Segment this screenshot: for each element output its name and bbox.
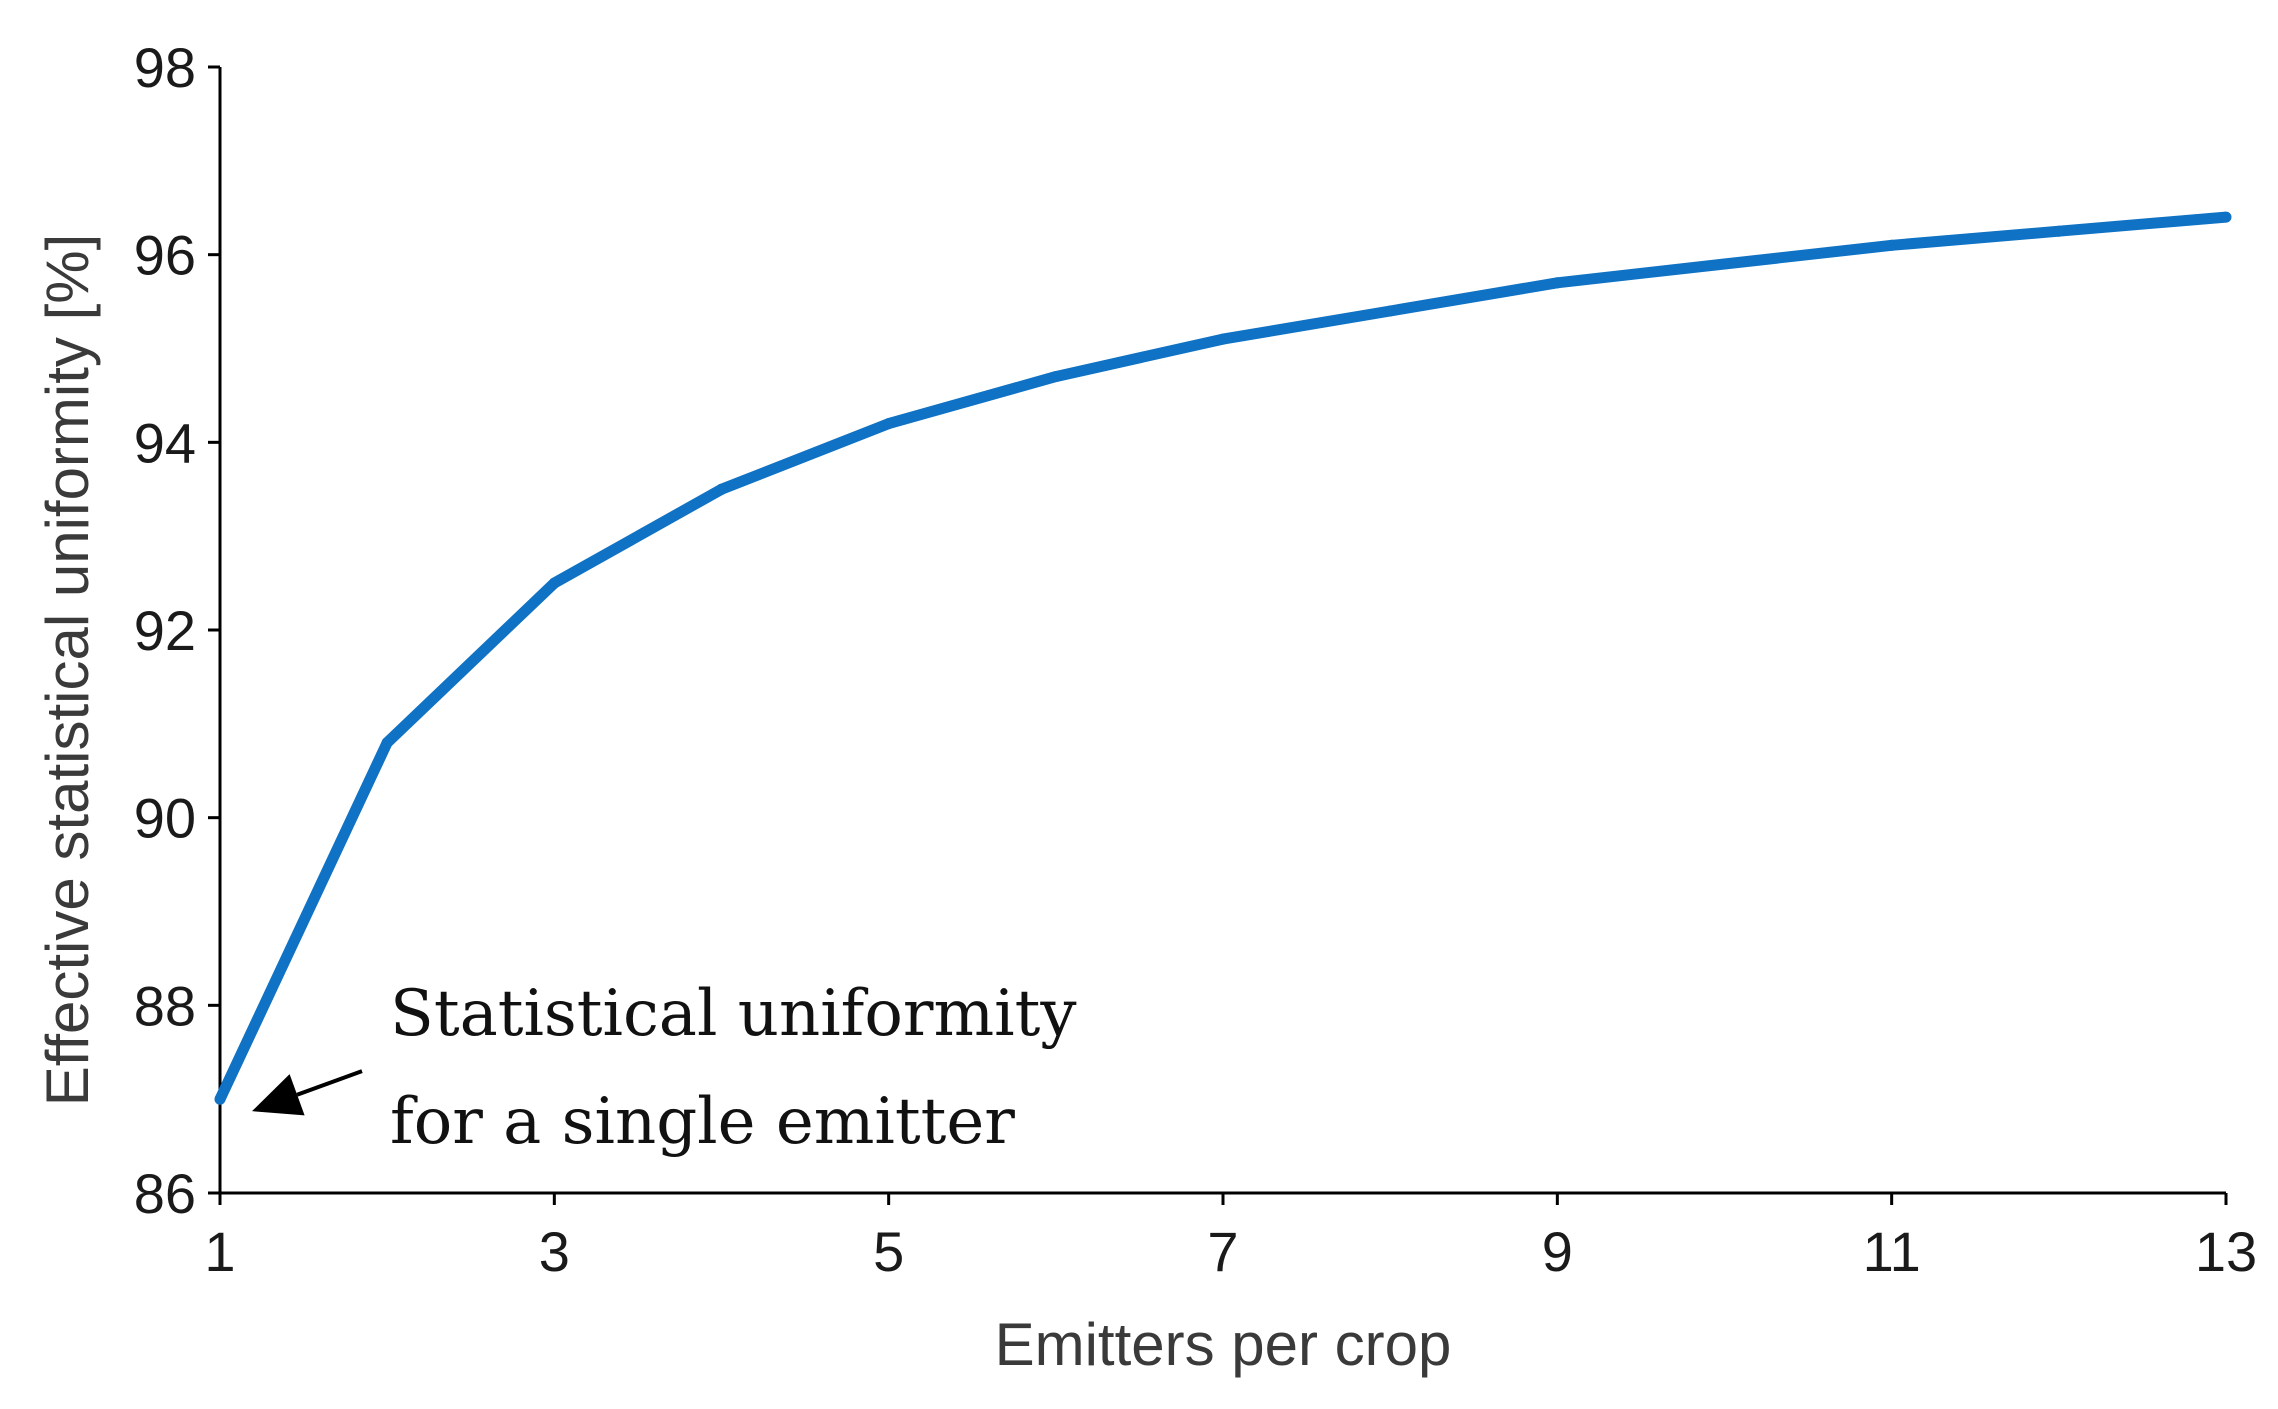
data-point — [2220, 211, 2232, 223]
x-tick-label: 13 — [2195, 1220, 2257, 1283]
annotation-text-line-1: Statistical uniformity — [390, 977, 1077, 1051]
x-tick-label: 5 — [873, 1220, 904, 1283]
y-tick-label: 88 — [134, 974, 196, 1037]
x-tick-label: 9 — [1542, 1220, 1573, 1283]
data-point — [1217, 333, 1229, 345]
x-axis-title: Emitters per crop — [995, 1311, 1452, 1378]
data-point — [548, 577, 560, 589]
series-line — [215, 211, 2227, 1102]
data-point — [1886, 239, 1898, 251]
x-tick-label: 11 — [1863, 1220, 1921, 1283]
data-point — [381, 737, 393, 749]
data-point — [1050, 371, 1062, 383]
annotation-text-line-2: for a single emitter — [390, 1085, 1015, 1159]
data-point — [2053, 225, 2065, 237]
y-tick-label: 96 — [134, 224, 196, 287]
y-tick-label: 86 — [134, 1162, 196, 1225]
x-tick-label: 1 — [204, 1220, 235, 1283]
annotation-arrowhead — [252, 1074, 305, 1116]
data-point — [1384, 305, 1396, 317]
y-tick-label: 94 — [134, 411, 196, 474]
x-tick-label: 3 — [539, 1220, 570, 1283]
data-point — [1551, 277, 1563, 289]
data-point — [883, 418, 895, 430]
y-axis-ticks: 86 88 90 92 94 96 98 — [134, 36, 220, 1225]
annotation: Statistical uniformity for a single emit… — [252, 977, 1077, 1159]
y-tick-label: 98 — [134, 36, 196, 99]
x-tick-label: 7 — [1207, 1220, 1238, 1283]
data-point — [716, 483, 727, 495]
data-point — [214, 1093, 226, 1105]
x-axis-ticks: 1 3 5 7 9 11 13 — [204, 1193, 2257, 1283]
annotation-arrow — [296, 1069, 363, 1097]
y-axis-title: Effective statistical uniformity [%] — [34, 234, 101, 1107]
series-points — [214, 211, 2232, 1105]
y-tick-label: 92 — [134, 599, 196, 662]
data-point — [1719, 258, 1730, 270]
y-tick-label: 90 — [134, 787, 196, 850]
